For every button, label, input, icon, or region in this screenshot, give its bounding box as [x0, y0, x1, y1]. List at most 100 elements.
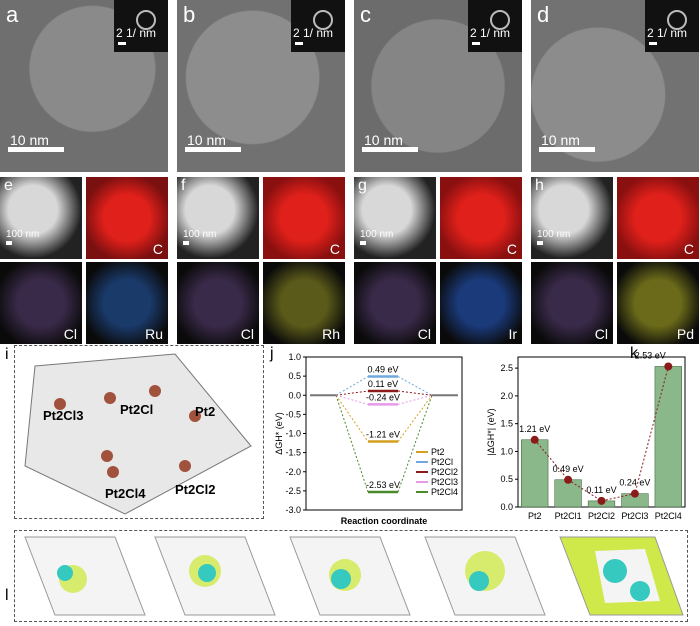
pt-atom-2	[104, 392, 116, 404]
scale-label: 100 nm	[183, 229, 217, 240]
haadf-map: e 100 nm	[0, 177, 82, 259]
metal-map: Ir	[440, 262, 522, 344]
data-label: 2.53 eV	[635, 350, 666, 360]
diffraction-ring	[136, 10, 156, 30]
y-axis-label: |ΔGH*| (eV)	[486, 408, 496, 455]
energy-value-label: -1.21 eV	[366, 430, 400, 440]
pt-atom-4	[189, 410, 201, 422]
legend-label: Pt2Cl	[431, 457, 453, 467]
x-tick-label: Pt2Cl1	[555, 511, 582, 521]
scale-bar	[537, 241, 543, 245]
label-pt2: Pt2	[195, 404, 216, 419]
trend-line	[534, 366, 669, 502]
inset-scale-bar	[649, 42, 657, 45]
label-pt2cl: Pt2Cl	[120, 402, 154, 417]
pt-atom-7	[179, 460, 191, 472]
scale-bar	[183, 241, 189, 245]
inset-label: 2 1/ nm	[647, 26, 688, 40]
panel-letter: h	[535, 177, 544, 194]
panel-letter: c	[360, 2, 371, 27]
diffraction-inset: 2 1/ nm	[114, 0, 168, 52]
inset-label: 2 1/ nm	[116, 26, 157, 40]
y-tick-label: -2.5	[285, 486, 301, 496]
tem-panel-b: b 2 1/ nm 10 nm	[177, 0, 345, 172]
x-tick-label: Pt2	[528, 511, 542, 521]
scale-label: 100 nm	[360, 229, 394, 240]
scale-label: 10 nm	[187, 132, 226, 148]
scale-bar	[8, 147, 64, 152]
metal-map: Rh	[263, 262, 345, 344]
connector-right	[397, 394, 433, 405]
pt-atoms	[54, 385, 201, 478]
y-tick-label: 2.0	[500, 391, 513, 401]
element-label: C	[329, 241, 340, 257]
graphene-sheet	[24, 353, 252, 515]
panel-letter: f	[181, 177, 186, 194]
y-tick-label: -0.5	[285, 409, 301, 419]
connector-right	[397, 390, 433, 396]
connector-right	[397, 394, 433, 442]
chlorine-map: Cl	[354, 262, 436, 344]
data-point	[664, 362, 673, 371]
density-sheet-1	[24, 536, 146, 616]
scale-label: 100 nm	[6, 229, 40, 240]
panel-letter: g	[358, 177, 367, 194]
connector-left	[335, 394, 369, 405]
bar	[521, 439, 549, 508]
chlorine-map: Cl	[177, 262, 259, 344]
data-point	[564, 475, 573, 484]
connector-right	[397, 376, 433, 396]
carbon-map: C	[617, 177, 699, 259]
element-label: Pd	[676, 326, 694, 342]
panel-letter: k	[630, 345, 638, 362]
diffraction-ring	[313, 10, 333, 30]
y-tick-label: 0.5	[288, 371, 301, 381]
bar	[554, 479, 582, 508]
chart-j-svg: 1.0 0.5 0.0 -0.5 -1.0 -1.5 -2.0 -2.5 -3.0 ΔGH* (e…	[274, 352, 463, 526]
density-lobe	[603, 559, 627, 583]
data-label: 1.21 eV	[519, 424, 550, 434]
element-label: Cl	[63, 326, 77, 342]
inset-label: 2 1/ nm	[293, 26, 334, 40]
element-label: Cl	[594, 326, 608, 342]
density-sheet-2	[154, 536, 276, 616]
pt-atom-5	[101, 450, 113, 462]
panel-k-bars: k 0.0 0.5 1.0 1.5 2.0 2.5 |ΔGH*| (eV) Pt2 Pt2Cl1…	[480, 345, 690, 530]
element-label: Cl	[240, 326, 254, 342]
scale-label: 100 nm	[537, 229, 571, 240]
connector-left	[335, 394, 369, 442]
y-tick-label: -1.5	[285, 448, 301, 458]
density-lobe	[469, 571, 489, 591]
label-pt2cl3: Pt2Cl3	[43, 408, 84, 423]
inset-scale-bar	[472, 42, 480, 45]
panel-j-energy: j 1.0 0.5 0.0 -0.5 -1.0 -1.5 -2.0 -2.5 -3.0 ΔGH* …	[270, 345, 470, 526]
panel-letter: j	[270, 345, 274, 362]
diffraction-ring	[490, 10, 510, 30]
x-tick-label: Pt2Cl2	[588, 511, 615, 521]
chlorine-map: Cl	[531, 262, 613, 344]
bar	[654, 366, 682, 508]
density-sheet-5	[559, 536, 684, 616]
density-sheet-4	[424, 536, 546, 616]
element-label: Ru	[145, 326, 163, 342]
pt-atom-3	[149, 385, 161, 397]
density-lobe	[630, 581, 650, 601]
scale-label: 10 nm	[364, 132, 403, 148]
element-label: C	[152, 241, 163, 257]
tem-panel-a: a 2 1/ nm 10 nm	[0, 0, 168, 172]
metal-map: Pd	[617, 262, 699, 344]
scale-bar	[360, 241, 366, 245]
energy-value-label: 0.11 eV	[368, 379, 398, 389]
element-label: Ir	[508, 326, 517, 342]
data-point	[630, 489, 639, 498]
scale-bar	[362, 147, 418, 152]
panel-letter: b	[183, 2, 196, 27]
panel-letter: i	[5, 346, 9, 363]
element-label: Rh	[322, 326, 340, 342]
chart-k-svg: 0.0 0.5 1.0 1.5 2.0 2.5 |ΔGH*| (eV) Pt2 Pt2Cl1 Pt…	[486, 350, 686, 521]
panel-letter: l	[5, 587, 9, 604]
scale-label: 10 nm	[10, 132, 49, 148]
inset-label: 2 1/ nm	[470, 26, 511, 40]
charge-density-svg	[24, 536, 684, 616]
data-label: 0.11 eV	[586, 485, 616, 495]
